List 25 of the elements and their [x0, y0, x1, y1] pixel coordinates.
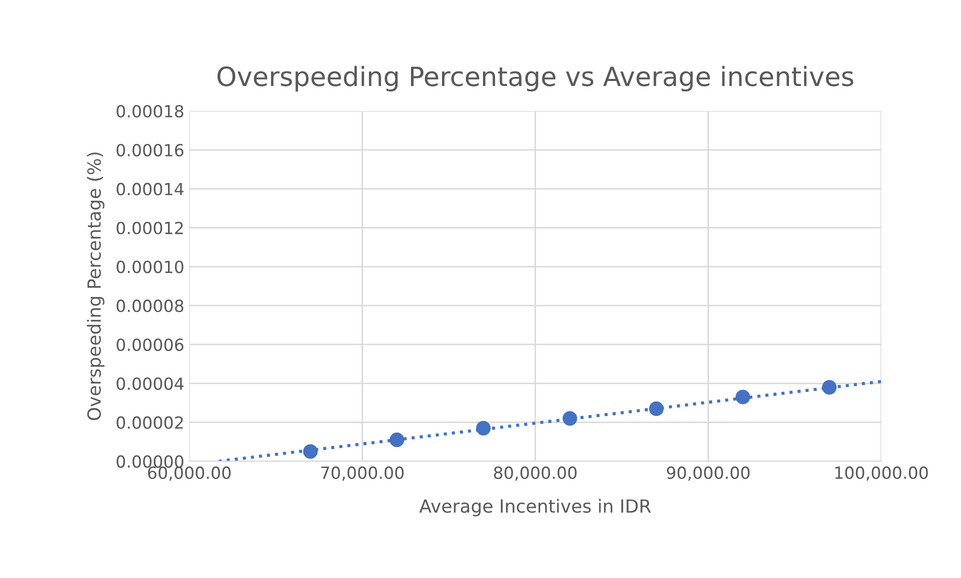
point [562, 411, 578, 426]
y-axis-title: Overspeeding Percentage (%) [86, 152, 104, 420]
point [822, 380, 837, 395]
x-tick-label: 90,000.00 [666, 466, 750, 481]
y-tick-label: 0.00000 [116, 455, 184, 468]
point [390, 432, 404, 448]
point [649, 401, 664, 416]
x-axis-title: Average Incentives in IDR [419, 498, 651, 516]
y-tick-label: 0.00012 [116, 222, 183, 234]
y-tick-label: 0.00014 [116, 182, 184, 196]
chart-title: Overspeeding Percentage vs Average incentives [217, 66, 854, 92]
point [736, 390, 750, 404]
y-tick-label: 0.00018 [116, 104, 184, 118]
y-tick-label: 0.00002 [116, 416, 183, 429]
point [476, 420, 491, 436]
y-tick-label: 0.00016 [116, 144, 184, 156]
y-tick-label: 0.00010 [116, 260, 184, 274]
point [303, 444, 318, 459]
x-tick-label: 60,000.00 [148, 466, 231, 481]
y-tick-label: 0.00008 [116, 300, 184, 312]
y-tick-label: 0.00004 [116, 377, 184, 390]
x-tick-label: 100,000.00 [835, 466, 928, 481]
x-tick-label: 70,000.00 [321, 466, 404, 481]
x-tick-label: 80,000.00 [494, 466, 577, 481]
y-tick-label: 0.00006 [116, 338, 184, 352]
